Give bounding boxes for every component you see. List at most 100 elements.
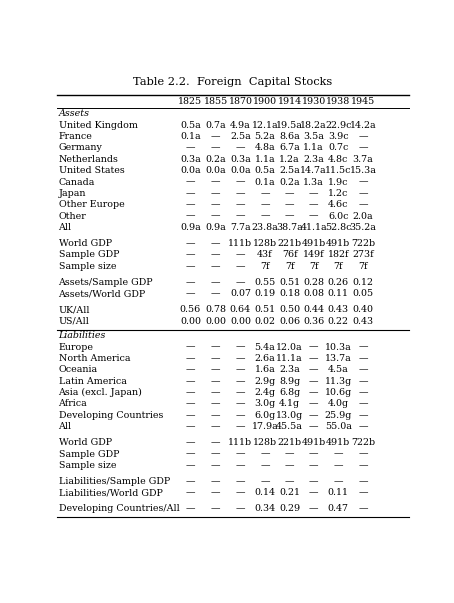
Text: —: — [309,399,318,408]
Text: 5.4a: 5.4a [255,343,276,352]
Text: —: — [309,477,318,486]
Text: —: — [236,354,245,363]
Text: —: — [309,504,318,513]
Text: 1938: 1938 [326,96,350,106]
Text: Developing Countries: Developing Countries [59,411,163,420]
Text: 1.1a: 1.1a [303,144,324,153]
Text: —: — [186,343,195,352]
Text: 1.2a: 1.2a [279,155,300,164]
Text: 4.5a: 4.5a [328,365,349,374]
Text: —: — [236,488,245,497]
Text: World GDP: World GDP [59,239,112,248]
Text: Oceania: Oceania [59,365,98,374]
Text: France: France [59,132,92,141]
Text: —: — [211,422,221,431]
Text: Liabilities/Sample GDP: Liabilities/Sample GDP [59,477,170,486]
Text: All: All [59,422,72,431]
Text: —: — [211,343,221,352]
Text: 0.05: 0.05 [352,289,374,298]
Text: —: — [186,262,195,271]
Text: 0.56: 0.56 [180,305,201,314]
Text: —: — [236,399,245,408]
Text: 7f: 7f [309,262,318,271]
Text: 1855: 1855 [204,96,228,106]
Text: 3.9c: 3.9c [328,132,349,141]
Text: 491b: 491b [326,438,350,447]
Text: —: — [358,477,368,486]
Text: —: — [285,189,295,198]
Text: 7f: 7f [260,262,270,271]
Text: 0.19: 0.19 [255,289,276,298]
Text: 0.9a: 0.9a [205,223,226,232]
Text: —: — [211,399,221,408]
Text: 0.51: 0.51 [255,305,276,314]
Text: 14.2a: 14.2a [350,121,376,130]
Text: —: — [309,189,318,198]
Text: 0.5a: 0.5a [255,166,276,175]
Text: 0.02: 0.02 [255,317,276,326]
Text: —: — [211,239,221,248]
Text: 0.12: 0.12 [352,278,373,287]
Text: 128b: 128b [253,239,277,248]
Text: 0.43: 0.43 [328,305,349,314]
Text: 722b: 722b [351,438,375,447]
Text: —: — [236,262,245,271]
Text: —: — [211,377,221,386]
Text: —: — [236,388,245,397]
Text: 1870: 1870 [228,96,252,106]
Text: 14.7a: 14.7a [300,166,327,175]
Text: —: — [260,477,270,486]
Text: —: — [334,450,343,459]
Text: —: — [358,343,368,352]
Text: Table 2.2.  Foreign  Capital Stocks: Table 2.2. Foreign Capital Stocks [133,77,332,87]
Text: UK/All: UK/All [59,305,90,314]
Text: 43f: 43f [257,250,273,259]
Text: 0.21: 0.21 [279,488,300,497]
Text: 0.44: 0.44 [303,305,324,314]
Text: —: — [186,289,195,298]
Text: 6.0c: 6.0c [328,212,349,221]
Text: Liabilities: Liabilities [59,331,106,340]
Text: 1.2c: 1.2c [328,189,348,198]
Text: 0.5a: 0.5a [180,121,201,130]
Text: 13.0g: 13.0g [276,411,303,420]
Text: —: — [211,200,221,209]
Text: 491b: 491b [301,438,326,447]
Text: —: — [186,189,195,198]
Text: 2.3a: 2.3a [279,365,300,374]
Text: 41.1a: 41.1a [300,223,327,232]
Text: 0.07: 0.07 [230,289,251,298]
Text: 6.7a: 6.7a [279,144,300,153]
Text: Assets/World GDP: Assets/World GDP [59,289,146,298]
Text: Assets: Assets [59,109,89,118]
Text: —: — [236,189,245,198]
Text: 0.50: 0.50 [279,305,300,314]
Text: 0.47: 0.47 [328,504,349,513]
Text: —: — [211,388,221,397]
Text: —: — [334,461,343,470]
Text: 0.26: 0.26 [328,278,349,287]
Text: 19.5a: 19.5a [276,121,303,130]
Text: —: — [309,422,318,431]
Text: 12.0a: 12.0a [276,343,303,352]
Text: 0.00: 0.00 [205,317,226,326]
Text: 0.64: 0.64 [230,305,251,314]
Text: 221b: 221b [277,239,302,248]
Text: 0.29: 0.29 [279,504,300,513]
Text: 722b: 722b [351,239,375,248]
Text: —: — [186,144,195,153]
Text: Sample GDP: Sample GDP [59,250,119,259]
Text: United States: United States [59,166,124,175]
Text: United Kingdom: United Kingdom [59,121,138,130]
Text: —: — [236,422,245,431]
Text: —: — [309,488,318,497]
Text: —: — [236,144,245,153]
Text: —: — [309,377,318,386]
Text: 22.9c: 22.9c [325,121,351,130]
Text: 18.2a: 18.2a [300,121,327,130]
Text: —: — [236,377,245,386]
Text: 0.9a: 0.9a [180,223,201,232]
Text: Other: Other [59,212,86,221]
Text: —: — [358,365,368,374]
Text: 1.6a: 1.6a [255,365,276,374]
